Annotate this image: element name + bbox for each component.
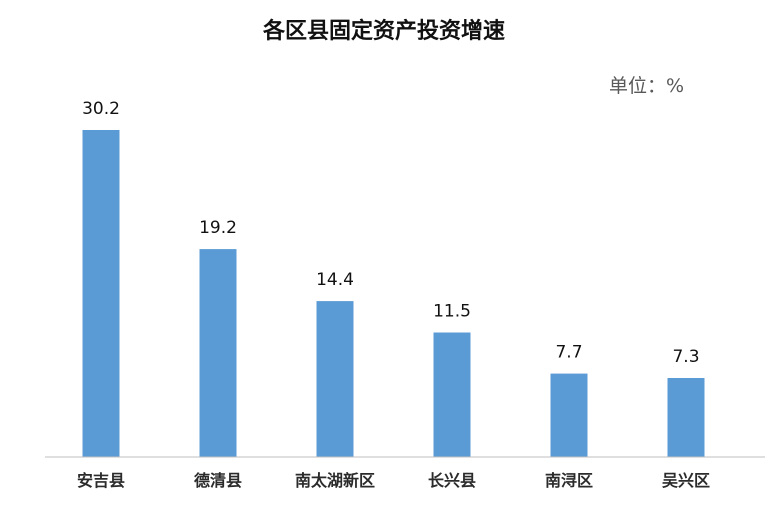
value-label-5: 7.3 <box>672 347 699 367</box>
bar-0 <box>82 130 120 457</box>
bar-2 <box>316 301 354 457</box>
labels-group: 30.2 安吉县 19.2 德清县 14.4 南太湖新区 11.5 长兴县 7.7 南浔区 7.3 吴… <box>77 99 710 490</box>
category-label-4: 南浔区 <box>545 471 593 490</box>
category-label-5: 吴兴区 <box>662 471 710 490</box>
bar-4 <box>550 373 588 457</box>
category-label-0: 安吉县 <box>77 471 125 490</box>
bar-1 <box>199 249 237 457</box>
value-label-3: 11.5 <box>433 302 471 322</box>
bar-5 <box>667 378 705 457</box>
bars-group <box>82 130 705 457</box>
category-label-1: 德清县 <box>194 471 242 490</box>
value-label-4: 7.7 <box>555 343 582 363</box>
value-label-1: 19.2 <box>199 218 237 238</box>
chart-title: 各区县固定资产投资增速 <box>262 18 505 44</box>
value-label-2: 14.4 <box>316 270 354 290</box>
value-label-0: 30.2 <box>82 99 120 119</box>
bar-3 <box>433 332 471 457</box>
unit-label: 单位：% <box>609 75 684 97</box>
category-label-2: 南太湖新区 <box>295 471 375 490</box>
category-label-3: 长兴县 <box>428 471 476 490</box>
